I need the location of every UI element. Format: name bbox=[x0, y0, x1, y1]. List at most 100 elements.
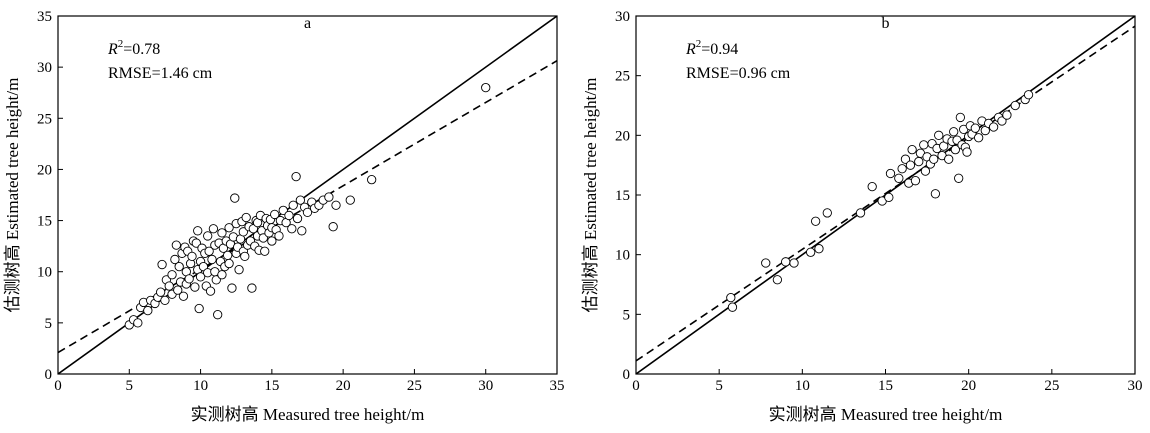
data-point bbox=[274, 231, 284, 241]
data-point bbox=[167, 270, 177, 280]
data-point bbox=[174, 261, 184, 272]
data-point bbox=[234, 265, 244, 275]
data-point bbox=[260, 246, 270, 256]
data-point bbox=[934, 130, 944, 140]
y-tick-label: 25 bbox=[615, 69, 630, 85]
x-axis-title: 实测树高 Measured tree height/m bbox=[769, 405, 1003, 424]
data-point bbox=[157, 259, 167, 270]
data-point bbox=[205, 286, 216, 296]
data-point bbox=[230, 193, 240, 203]
data-point bbox=[331, 200, 341, 210]
data-point bbox=[178, 291, 189, 301]
data-point bbox=[171, 240, 181, 250]
data-point bbox=[806, 247, 816, 257]
data-point bbox=[814, 244, 824, 254]
x-tick-label: 30 bbox=[1128, 378, 1143, 394]
data-point bbox=[227, 283, 237, 293]
data-point bbox=[240, 251, 250, 262]
data-point bbox=[1010, 100, 1020, 111]
data-point bbox=[885, 168, 896, 179]
one-to-one-line bbox=[58, 16, 557, 374]
data-point bbox=[190, 282, 200, 292]
data-point bbox=[267, 236, 277, 246]
y-tick-label: 5 bbox=[623, 307, 631, 323]
data-point bbox=[191, 238, 201, 248]
data-point bbox=[789, 258, 799, 268]
data-point bbox=[894, 173, 904, 183]
data-point bbox=[207, 254, 217, 265]
r2-symbol: R bbox=[107, 41, 118, 58]
x-tick-label: 20 bbox=[961, 378, 976, 394]
x-tick-label: 10 bbox=[795, 378, 810, 394]
data-point bbox=[292, 213, 303, 224]
x-tick-label: 0 bbox=[632, 378, 640, 394]
data-point bbox=[270, 209, 280, 220]
data-point bbox=[962, 147, 972, 157]
y-axis-title: 估测树高 Estimated tree height/m bbox=[3, 78, 22, 313]
data-point bbox=[156, 287, 166, 297]
y-tick-label: 0 bbox=[45, 367, 53, 383]
data-point bbox=[194, 303, 204, 314]
data-point bbox=[950, 145, 961, 155]
data-point bbox=[867, 181, 877, 192]
data-point bbox=[920, 166, 931, 176]
data-point bbox=[133, 318, 143, 328]
data-point bbox=[781, 257, 791, 267]
data-point bbox=[907, 145, 917, 155]
data-point bbox=[213, 310, 223, 320]
y-tick-label: 35 bbox=[37, 9, 52, 25]
data-point bbox=[910, 176, 921, 186]
data-point bbox=[143, 305, 153, 316]
y-tick-label: 20 bbox=[615, 128, 630, 144]
data-point bbox=[949, 127, 959, 137]
data-point bbox=[287, 224, 297, 234]
data-point bbox=[208, 224, 219, 234]
data-point bbox=[481, 82, 491, 93]
y-tick-label: 30 bbox=[37, 60, 52, 76]
x-tick-label: 0 bbox=[54, 378, 62, 394]
data-point bbox=[726, 292, 736, 303]
x-tick-label: 20 bbox=[336, 378, 351, 394]
data-point bbox=[345, 195, 355, 205]
panel-a-chart: 0 5 10 15 20 25 30 35 0 5 10 15 20 25 30 35 a R2=0.78 RMSE… bbox=[3, 9, 565, 424]
rmse-annotation: RMSE=0.96 cm bbox=[686, 65, 791, 82]
data-point bbox=[164, 281, 174, 291]
data-point bbox=[238, 227, 248, 237]
r2-annotation: R2=0.94 bbox=[685, 38, 738, 58]
data-point bbox=[914, 156, 924, 167]
data-point bbox=[997, 116, 1007, 126]
y-tick-label: 0 bbox=[623, 367, 631, 383]
y-tick-label: 5 bbox=[45, 316, 53, 332]
data-point bbox=[810, 216, 821, 226]
fit-line bbox=[636, 25, 1135, 362]
data-point bbox=[955, 112, 965, 123]
x-tick-label: 5 bbox=[715, 378, 723, 394]
y-tick-label: 30 bbox=[615, 9, 630, 25]
data-point bbox=[224, 258, 234, 269]
data-point bbox=[1002, 110, 1012, 120]
data-point bbox=[328, 222, 338, 232]
y-tick-label: 10 bbox=[37, 265, 52, 281]
data-point bbox=[211, 275, 221, 285]
data-point bbox=[822, 208, 832, 218]
data-point bbox=[954, 173, 964, 183]
panel-title: b bbox=[882, 15, 890, 32]
data-point bbox=[297, 226, 307, 236]
x-tick-label: 10 bbox=[193, 378, 208, 394]
data-point bbox=[944, 154, 954, 164]
plot-frame bbox=[57, 15, 558, 375]
data-point bbox=[988, 122, 999, 132]
data-point bbox=[223, 250, 233, 260]
plot-area bbox=[58, 16, 557, 374]
panel-title: a bbox=[304, 15, 311, 32]
data-point bbox=[324, 192, 334, 202]
x-tick-label: 30 bbox=[478, 378, 493, 394]
data-point bbox=[204, 246, 214, 256]
r2-superscript: 2 bbox=[118, 38, 124, 50]
x-tick-label: 15 bbox=[264, 378, 279, 394]
data-point bbox=[224, 223, 234, 233]
data-point bbox=[900, 154, 911, 164]
data-point bbox=[184, 274, 194, 284]
y-tick-label: 10 bbox=[615, 248, 630, 264]
data-point bbox=[929, 154, 939, 164]
